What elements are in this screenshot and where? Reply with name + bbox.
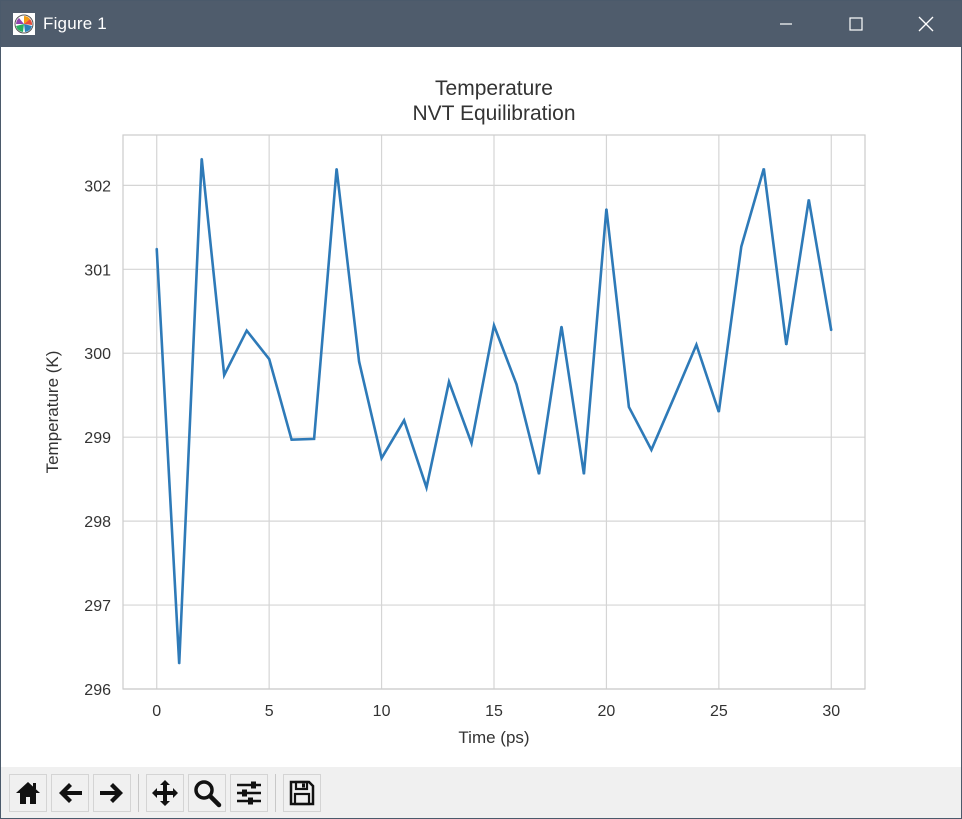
data-point — [628, 406, 630, 408]
figure-canvas[interactable]: 0 5 10 15 20 25 30 296 297 298 299 300 301 302 Temper… — [1, 47, 961, 767]
y-tick-label: 298 — [84, 514, 111, 531]
matplotlib-logo-icon — [13, 13, 35, 35]
line-chart: 0 5 10 15 20 25 30 296 297 298 299 300 301 302 Temper… — [43, 77, 866, 747]
data-point — [740, 246, 742, 248]
data-point — [808, 199, 810, 201]
x-tick-label: 25 — [710, 703, 728, 720]
data-point — [268, 358, 270, 360]
y-tick-label: 300 — [84, 346, 111, 363]
data-point — [763, 167, 765, 170]
save-icon — [289, 780, 315, 805]
x-tick-label: 30 — [822, 703, 840, 720]
data-point — [291, 439, 293, 441]
data-point — [313, 438, 315, 440]
x-tick-label: 5 — [265, 703, 274, 720]
chart-title-line-1: Temperature — [435, 77, 553, 100]
y-axis-label: Temperature (K) — [43, 351, 62, 474]
x-tick-label: 10 — [373, 703, 391, 720]
data-point — [515, 383, 518, 385]
data-point — [448, 381, 450, 383]
data-point — [358, 361, 360, 363]
grid — [123, 135, 865, 690]
title-bar: Figure 1 — [1, 1, 961, 47]
toolbar-separator — [138, 773, 139, 812]
window-controls — [751, 1, 961, 47]
y-tick-label: 299 — [84, 430, 111, 447]
x-tick-label: 0 — [152, 703, 161, 720]
data-point — [493, 324, 495, 327]
data-point — [605, 208, 608, 210]
data-point — [650, 449, 652, 451]
data-point — [425, 486, 428, 489]
forward-button[interactable] — [93, 773, 131, 812]
data-point — [673, 397, 675, 399]
minimize-button[interactable] — [751, 1, 821, 47]
close-icon — [918, 16, 934, 32]
configure-subplots-button[interactable] — [230, 773, 268, 812]
tick-labels: 0 5 10 15 20 25 30 296 297 298 299 300 301 302 — [84, 178, 840, 720]
navigation-toolbar — [1, 767, 961, 818]
back-button[interactable] — [51, 773, 89, 812]
data-point — [223, 374, 225, 376]
y-tick-label: 302 — [84, 178, 111, 195]
window-title: Figure 1 — [43, 14, 107, 33]
pan-icon — [152, 779, 178, 806]
close-button[interactable] — [891, 1, 961, 47]
data-point — [246, 329, 248, 332]
maximize-button[interactable] — [821, 1, 891, 47]
maximize-icon — [849, 17, 863, 31]
minimize-icon — [780, 23, 792, 25]
x-axis-label: Time (ps) — [458, 728, 529, 747]
forward-arrow-icon — [100, 782, 123, 803]
back-arrow-icon — [59, 782, 82, 803]
series-line-group — [155, 157, 833, 665]
toolbar-separator — [275, 773, 276, 812]
y-tick-label: 296 — [84, 682, 111, 699]
y-tick-label: 301 — [84, 262, 111, 279]
chart-title-line-2: NVT Equilibration — [412, 102, 575, 125]
data-point — [336, 167, 338, 170]
data-point — [538, 473, 540, 475]
y-tick-label: 297 — [84, 598, 111, 615]
data-point — [695, 344, 697, 346]
axes-frame — [122, 134, 866, 690]
data-point — [178, 663, 180, 665]
data-point — [403, 419, 405, 421]
data-point — [201, 157, 203, 160]
data-point — [470, 442, 473, 444]
data-point — [718, 411, 720, 413]
zoom-icon — [194, 779, 222, 807]
x-tick-label: 15 — [485, 703, 503, 720]
zoom-button[interactable] — [188, 773, 226, 812]
x-tick-label: 20 — [598, 703, 616, 720]
data-point — [785, 344, 787, 346]
data-point — [830, 329, 832, 332]
pan-button[interactable] — [146, 773, 184, 812]
data-point — [560, 325, 563, 327]
configure-subplots-icon — [237, 781, 261, 804]
save-button[interactable] — [283, 773, 321, 812]
data-point — [156, 247, 158, 249]
home-icon — [16, 781, 40, 804]
data-point — [380, 457, 383, 459]
data-point — [583, 473, 585, 475]
home-button[interactable] — [9, 773, 47, 812]
